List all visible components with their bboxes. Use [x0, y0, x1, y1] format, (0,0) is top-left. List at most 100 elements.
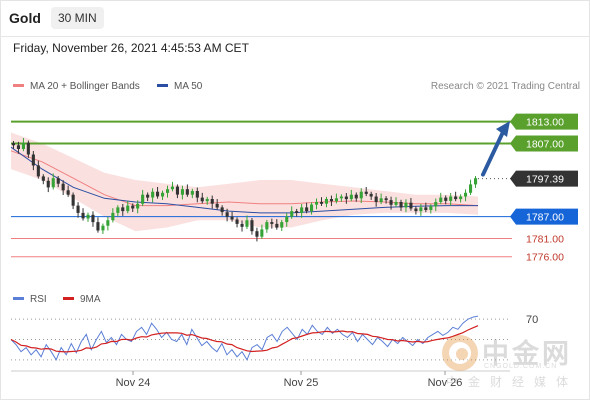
candle-body — [31, 154, 35, 166]
candle-body — [146, 194, 150, 198]
candle-body — [374, 196, 378, 202]
candle-body — [16, 145, 20, 149]
candle-body — [235, 219, 239, 224]
candle-body — [21, 142, 25, 149]
candle-body — [215, 203, 219, 208]
price-tag-1787.00 — [510, 208, 578, 225]
candle-body — [141, 194, 145, 204]
legend-rsi-ma: 9MA — [63, 294, 101, 305]
price-tag-label-1787.00: 1787.00 — [526, 211, 564, 223]
candle-body — [41, 176, 45, 181]
x-tick-label: Nov 24 — [116, 377, 151, 389]
candle-body — [26, 142, 30, 155]
candle-body — [36, 165, 40, 177]
candle-body — [414, 208, 418, 212]
candle-body — [195, 191, 199, 198]
timeframe-badge[interactable]: 30 MIN — [51, 7, 104, 29]
candle-body — [270, 222, 274, 224]
price-tag-label-1807.00: 1807.00 — [526, 138, 564, 150]
candle-body — [454, 196, 458, 200]
candle-body — [51, 178, 55, 188]
candle-body — [369, 193, 373, 197]
candle-body — [329, 199, 333, 202]
candle-body — [354, 194, 358, 199]
candle-body — [136, 203, 140, 209]
candle-body — [175, 186, 179, 195]
forecast-layer — [481, 121, 510, 177]
candle-body — [230, 216, 234, 220]
x-tick-label: Nov 25 — [284, 377, 319, 389]
candle-body — [324, 199, 328, 204]
candle-body — [111, 212, 115, 221]
candle-body — [399, 202, 403, 208]
candle-body — [394, 202, 398, 205]
candle-body — [225, 212, 229, 217]
candle-body — [210, 199, 214, 204]
candle-body — [275, 223, 279, 228]
legend-rsi-ma-swatch — [63, 296, 74, 300]
candle-body — [469, 184, 473, 193]
price-tag-label-1776.00: 1776.00 — [526, 252, 564, 264]
legend-rsi-ma-label: 9MA — [80, 294, 101, 305]
candle-body — [200, 197, 204, 202]
forecast-arrow-shaft — [481, 130, 505, 177]
candle-body — [384, 198, 388, 201]
candle-body — [310, 204, 314, 212]
candle-body — [404, 202, 408, 208]
price-tag-1813.00 — [510, 113, 578, 130]
legend-ma50-label: MA 50 — [174, 81, 203, 92]
legend-ma50: MA 50 — [157, 81, 202, 92]
candle-body — [409, 202, 413, 209]
candle-body — [464, 192, 468, 197]
candle-body — [389, 200, 393, 205]
candle-body — [46, 180, 50, 188]
candle-body — [91, 214, 95, 223]
price-tag-1807.00 — [510, 135, 578, 152]
forecast-arrow-head — [496, 121, 510, 138]
candle-body — [86, 214, 90, 219]
credit-text: Research © 2021 Trading Central — [430, 81, 580, 92]
candle-body — [424, 207, 428, 210]
rsi-ma-line — [10, 325, 479, 353]
candle-body — [190, 191, 194, 195]
candle-body — [156, 191, 160, 197]
candle-body — [126, 205, 130, 212]
price-tag-1797.39 — [510, 170, 578, 187]
candle-body — [285, 216, 289, 223]
candle-body — [220, 207, 224, 213]
candle-body — [349, 194, 353, 200]
candle-body — [106, 220, 110, 226]
candle-body — [71, 194, 75, 206]
rsi-layer: 70 — [10, 314, 538, 361]
legend-ma20-swatch — [13, 83, 24, 87]
candle-body — [116, 207, 120, 213]
legend-ma20-label: MA 20 + Bollinger Bands — [30, 81, 140, 92]
candle-body — [379, 198, 383, 202]
candle-body — [444, 197, 448, 201]
candle-body — [449, 196, 453, 201]
x-axis: Nov 24 Nov 25 Nov 26 — [11, 370, 510, 389]
candle-body — [66, 190, 70, 195]
candle-body — [300, 207, 304, 213]
instrument-name: Gold — [9, 10, 41, 26]
candle-body — [205, 199, 209, 202]
candle-body — [260, 229, 264, 237]
candle-body — [434, 202, 438, 207]
price-tags-layer: 1813.00 1807.00 1797.39 1787.00 1781.00 1776.… — [510, 113, 578, 264]
price-tag-label-1797.39: 1797.39 — [526, 173, 564, 185]
candle-body — [364, 191, 368, 194]
legend-rsi: RSI — [13, 294, 47, 305]
candle-body — [280, 222, 284, 228]
candle-body — [166, 189, 170, 193]
candle-body — [161, 192, 165, 197]
price-tag-label-1813.00: 1813.00 — [526, 116, 564, 128]
candle-body — [81, 212, 85, 219]
candle-body — [334, 198, 338, 202]
x-tick-label: Nov 26 — [428, 377, 463, 389]
candle-body — [295, 211, 299, 213]
candle-body — [320, 202, 324, 204]
candle-body — [265, 222, 269, 230]
candle-body — [344, 196, 348, 200]
candle-body — [11, 143, 15, 146]
